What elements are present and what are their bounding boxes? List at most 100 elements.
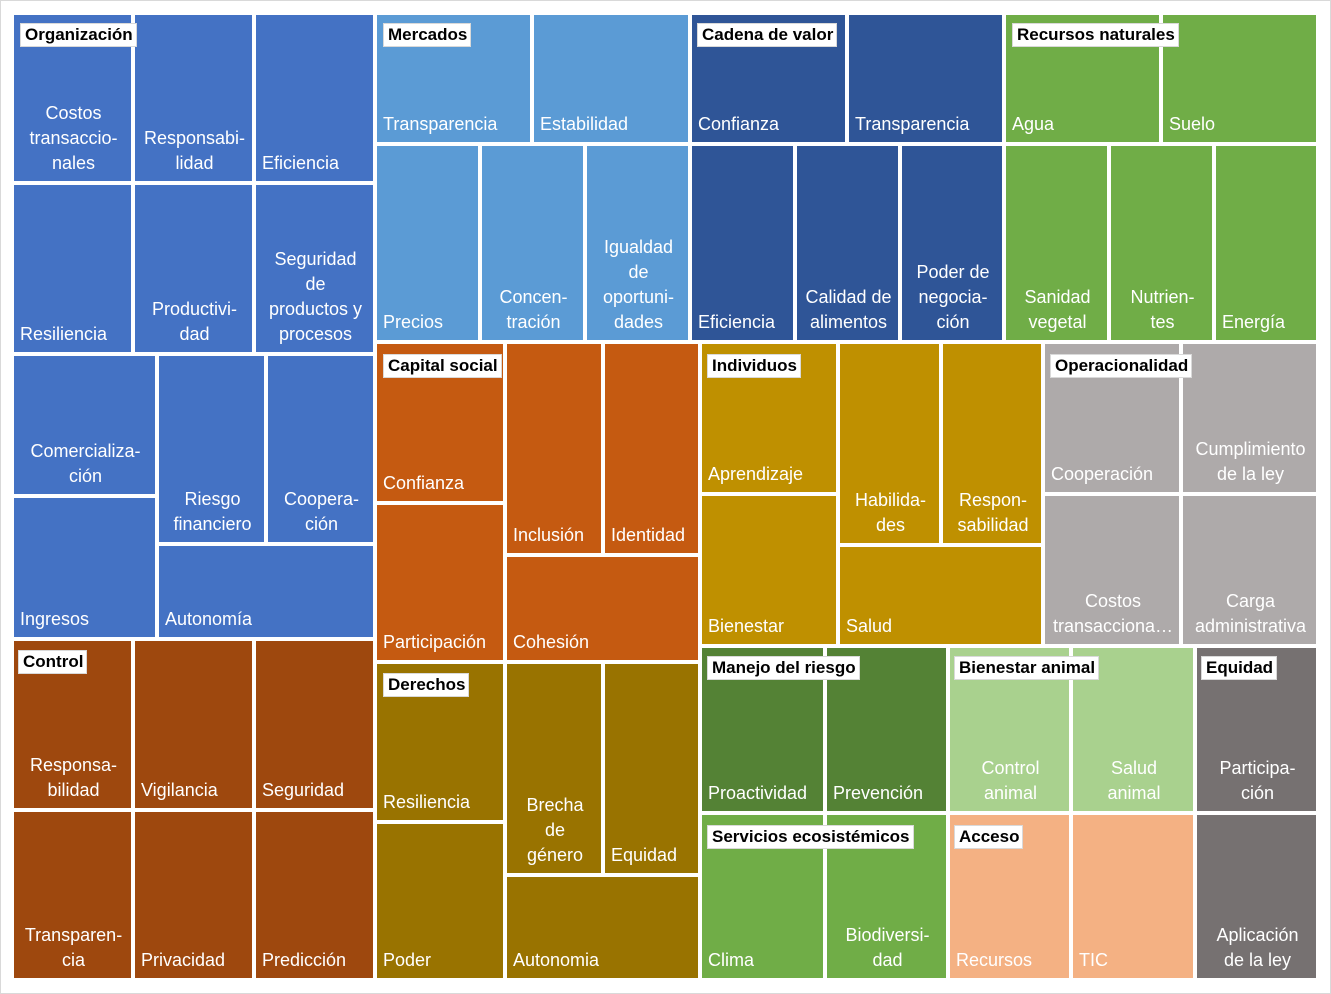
treemap-cell-capital-social-inclusion: InclusiónInclusión <box>505 342 603 555</box>
cell-label-line: productos y <box>268 299 363 319</box>
cell-label: Responsabi-lidadResponsabi-lidad <box>141 126 248 176</box>
cell-label: ProactividadProactividad <box>708 781 819 806</box>
group-label-equidad: Equidad <box>1201 656 1278 680</box>
cell-label-line: Proactividad <box>708 783 808 803</box>
cell-label-line: Productivi- <box>151 299 238 319</box>
cell-label-line: Cooperación <box>1051 464 1154 484</box>
cell-label: Participa-ciónParticipa-ción <box>1203 756 1312 806</box>
cell-label-line: Participa- <box>1219 758 1296 778</box>
cell-label-line: cia <box>61 950 85 970</box>
treemap-cell-mercados-concen-tracion: Concen-traciónConcen-tración <box>480 144 585 342</box>
treemap-cell-equidad-aplicacion-de-la-ley: Aplicación de la leyAplicaciónde la ley <box>1195 813 1318 980</box>
cell-label-line: transacciona… <box>1052 616 1174 636</box>
cell-label: CohesiónCohesión <box>513 630 694 655</box>
cell-label-line: Bienestar <box>708 616 785 636</box>
cell-label-line: Sanidad <box>1024 287 1091 307</box>
cell-label: Habilida-desHabilida-des <box>846 488 935 538</box>
group-label-manejo-del-riesgo: Manejo del riesgo <box>707 656 860 680</box>
cell-label-line: ción <box>68 466 103 486</box>
cell-label-line: de la ley <box>1223 950 1292 970</box>
treemap-cell-organizacion-productivi-dad: Productivi-dadProductivi-dad <box>133 183 254 354</box>
cell-label-line: Carga <box>1225 591 1276 611</box>
cell-label-line: Privacidad <box>141 950 226 970</box>
cell-label-line: de <box>628 262 649 282</box>
treemap-cell-organizacion-responsabi-lidad: Responsabi-lidadResponsabi-lidad <box>133 13 254 183</box>
cell-label-line: Inclusión <box>513 525 585 545</box>
group-label-capital-social: Capital social <box>383 354 502 378</box>
cell-label-line: género <box>526 845 584 865</box>
cell-label: Riesgo financieroRiesgofinanciero <box>165 487 260 537</box>
group-label-servicios-ecosistemicos: Servicios ecosistémicos <box>707 825 914 849</box>
cell-label-line: Aprendizaje <box>708 464 804 484</box>
treemap-cell-organizacion-coopera-cion: Coopera-ciónCoopera-ción <box>266 354 375 544</box>
cell-label-line: Prevención <box>833 783 924 803</box>
cell-label: Control animalControlanimal <box>956 756 1065 806</box>
group-label-acceso: Acceso <box>954 825 1024 849</box>
treemap-cell-individuos-bienestar: BienestarBienestar <box>700 494 838 646</box>
cell-label-line: Responsabi- <box>143 128 246 148</box>
cell-label-line: Brecha <box>526 795 584 815</box>
cell-label: EnergíaEnergía <box>1222 310 1312 335</box>
treemap-cell-control-transparen-cia: Transparen-ciaTransparen-cia <box>12 810 133 980</box>
cell-label: Brecha de géneroBrechadegénero <box>513 793 597 868</box>
cell-label: Coopera-ciónCoopera-ción <box>274 487 369 537</box>
cell-label-line: Poder de <box>916 262 990 282</box>
cell-label-line: Autonomía <box>165 609 253 629</box>
cell-label: Respon-sabilidadRespon-sabilidad <box>949 488 1037 538</box>
cell-label: SueloSuelo <box>1169 112 1312 137</box>
cell-label-line: Cohesión <box>513 632 590 652</box>
cell-label-line: Clima <box>708 950 755 970</box>
cell-label: TransparenciaTransparencia <box>383 112 526 137</box>
cell-label-line: Resiliencia <box>383 792 471 812</box>
cell-label-line: ción <box>304 514 339 534</box>
cell-label-line: transaccio- <box>29 128 118 148</box>
cell-label-line: ción <box>936 312 970 332</box>
cell-label-line: tración <box>506 312 561 332</box>
treemap-cell-capital-social-participacion: ParticipaciónParticipación <box>375 503 505 662</box>
cell-label-line: Salud <box>1110 758 1158 778</box>
treemap-cell-control-privacidad: PrivacidadPrivacidad <box>133 810 254 980</box>
cell-label-line: alimentos <box>809 312 888 332</box>
cell-label: Concen-traciónConcen-tración <box>488 285 579 335</box>
cell-label-line: sabilidad <box>957 515 1029 535</box>
treemap-cell-organizacion-eficiencia: EficienciaEficiencia <box>254 13 375 183</box>
cell-label-line: administrativa <box>1194 616 1307 636</box>
cell-label-line: Respon- <box>958 490 1028 510</box>
cell-label-line: Participación <box>383 632 487 652</box>
cell-label-line: dad <box>179 324 210 344</box>
cell-label-line: vegetal <box>1028 312 1087 332</box>
cell-label-line: Confianza <box>698 114 780 134</box>
cell-label: Sanidad vegetalSanidadvegetal <box>1012 285 1103 335</box>
treemap-cell-recursos-naturales-nutrien-tes: Nutrien-tesNutrien-tes <box>1109 144 1214 342</box>
cell-label-line: de <box>544 820 566 840</box>
treemap-cell-mercados-precios: PreciosPrecios <box>375 144 480 342</box>
cell-label-line: Confianza <box>383 473 465 493</box>
cell-label: InclusiónInclusión <box>513 523 597 548</box>
cell-label-line: Costos <box>45 103 102 123</box>
cell-label-line: Transparencia <box>383 114 498 134</box>
cell-label-line: Calidad de <box>805 287 892 307</box>
group-label-mercados: Mercados <box>383 23 472 47</box>
group-label-organizacion: Organización <box>20 23 137 47</box>
cell-label-line: animal <box>1107 783 1161 803</box>
cell-label: IngresosIngresos <box>20 607 151 632</box>
cell-label: TICTIC <box>1079 948 1189 973</box>
treemap-cell-control-prediccion: PredicciónPredicción <box>254 810 375 980</box>
treemap-cell-organizacion-riesgo-financiero: Riesgo financieroRiesgofinanciero <box>157 354 266 544</box>
cell-label: CooperaciónCooperación <box>1051 462 1175 487</box>
cell-label-line: Seguridad <box>274 249 357 269</box>
treemap-cell-operacionalidad-carga-administrativa: Carga administrativaCargaadministrativa <box>1181 494 1318 646</box>
cell-label-line: Poder <box>383 950 432 970</box>
cell-label-line: Estabilidad <box>540 114 629 134</box>
group-label-control: Control <box>18 650 88 674</box>
cell-label-line: Cumplimiento <box>1195 439 1306 459</box>
treemap-cell-control-responsa-bilidad: Responsa-bilidadResponsa-bilidad <box>12 639 133 810</box>
treemap-cell-recursos-naturales-suelo: SueloSuelo <box>1161 13 1318 144</box>
treemap-cell-organizacion-autonomia: AutonomíaAutonomía <box>157 544 375 639</box>
cell-label-line: procesos <box>278 324 353 344</box>
cell-label: PrevenciónPrevención <box>833 781 942 806</box>
cell-label-line: bilidad <box>47 780 100 800</box>
